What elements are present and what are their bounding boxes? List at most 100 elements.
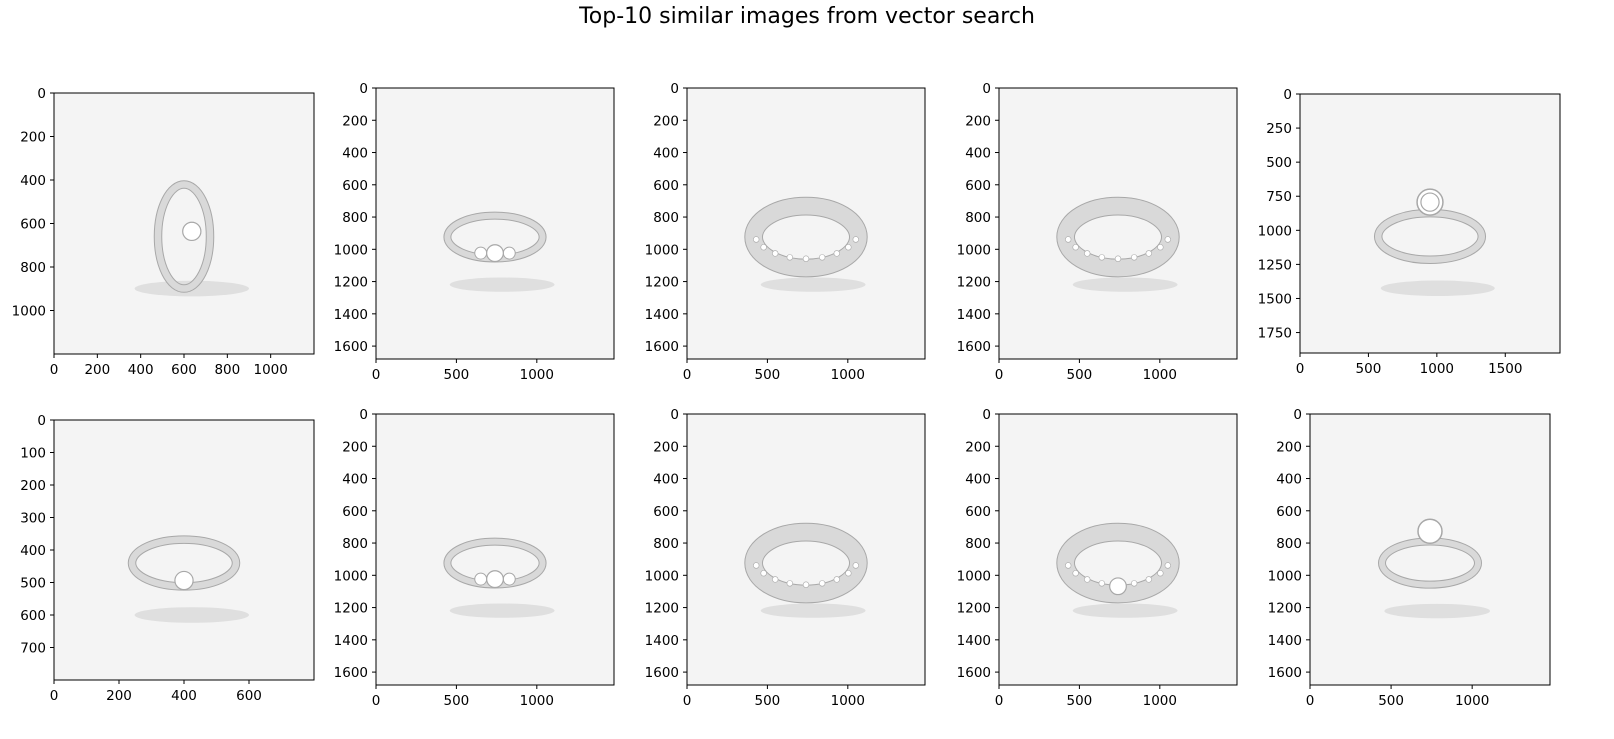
y-tick-label: 0 (359, 407, 368, 423)
x-tick-label: 500 (1356, 361, 1382, 377)
x-tick-label: 800 (214, 362, 240, 378)
y-tick-label: 1600 (645, 339, 679, 355)
pave-stone (819, 254, 825, 260)
center-stone (487, 245, 504, 262)
pave-stone (803, 582, 809, 588)
image-panel-10: 0 500 1000 0 200 400 600 800 1000 1200 1400 1600 (1268, 407, 1550, 709)
y-tick-label: 200 (653, 439, 679, 455)
y-tick-label: 400 (342, 472, 368, 488)
pave-stone (1065, 237, 1071, 243)
image-area (999, 88, 1237, 359)
x-tick-label: 500 (1378, 693, 1404, 709)
center-stone (1110, 578, 1127, 595)
y-tick-label: 0 (982, 81, 991, 97)
y-tick-label: 1400 (957, 633, 991, 649)
x-tick-label: 1000 (831, 367, 865, 383)
image-area (999, 414, 1237, 685)
pave-stone (753, 237, 759, 243)
x-tick-label: 500 (1067, 693, 1093, 709)
image-area (376, 414, 614, 685)
x-tick-label: 500 (444, 693, 470, 709)
center-stone (183, 222, 201, 240)
x-tick-label: 200 (84, 362, 110, 378)
y-tick-label: 1000 (1258, 223, 1292, 239)
pave-stone (853, 237, 859, 243)
side-stone (503, 247, 515, 259)
y-tick-label: 1400 (334, 633, 368, 649)
y-tick-label: 1000 (957, 568, 991, 584)
x-tick-label: 0 (50, 362, 59, 378)
pave-stone (1115, 256, 1121, 262)
side-stone (475, 247, 487, 259)
image-panel-4: 0 500 1000 0 200 400 600 800 1000 1200 1400 1600 (957, 81, 1237, 383)
pave-stone (753, 563, 759, 569)
y-tick-label: 600 (653, 178, 679, 194)
x-tick-label: 1000 (831, 693, 865, 709)
y-tick-label: 1600 (957, 665, 991, 681)
x-tick-label: 0 (372, 693, 381, 709)
pave-stone (1084, 251, 1090, 257)
y-tick-label: 400 (20, 543, 46, 559)
x-tick-label: 400 (128, 362, 154, 378)
x-tick-label: 0 (995, 693, 1004, 709)
y-tick-label: 600 (20, 608, 46, 624)
x-tick-label: 1500 (1488, 361, 1522, 377)
x-tick-label: 1000 (1455, 693, 1489, 709)
x-tick-label: 1000 (253, 362, 287, 378)
x-tick-label: 500 (755, 367, 781, 383)
image-area (54, 93, 314, 354)
y-tick-label: 200 (342, 113, 368, 129)
y-tick-label: 0 (670, 407, 679, 423)
ring-shadow (761, 278, 866, 292)
y-tick-label: 600 (965, 504, 991, 520)
y-tick-label: 0 (37, 413, 46, 429)
pave-stone (819, 580, 825, 586)
y-tick-label: 1600 (334, 339, 368, 355)
ring-shadow (450, 604, 555, 618)
pave-stone (1146, 251, 1152, 257)
image-area (687, 88, 925, 359)
image-panel-9: 0 500 1000 0 200 400 600 800 1000 1200 1400 1600 (957, 407, 1237, 709)
y-tick-label: 1200 (334, 601, 368, 617)
pave-stone (787, 254, 793, 260)
y-tick-label: 500 (20, 576, 46, 592)
x-tick-label: 1000 (1143, 367, 1177, 383)
pave-stone (1099, 254, 1105, 260)
y-tick-label: 600 (342, 178, 368, 194)
image-panel-1: 0 200 400 600 800 1000 0 200 400 600 800 1000 (12, 86, 314, 378)
pave-stone (1131, 254, 1137, 260)
y-tick-label: 200 (342, 439, 368, 455)
image-area (376, 88, 614, 359)
y-tick-label: 1000 (334, 568, 368, 584)
y-tick-label: 800 (20, 260, 46, 276)
x-tick-label: 600 (171, 362, 197, 378)
y-tick-label: 1200 (334, 275, 368, 291)
center-stone (487, 571, 504, 588)
center-stone (175, 571, 193, 589)
y-tick-label: 1000 (645, 568, 679, 584)
image-area (687, 414, 925, 685)
y-tick-label: 800 (965, 210, 991, 226)
x-tick-label: 0 (372, 367, 381, 383)
x-tick-label: 1000 (520, 693, 554, 709)
y-tick-label: 1400 (1268, 633, 1302, 649)
x-tick-label: 500 (444, 367, 470, 383)
pave-stone (1084, 577, 1090, 583)
pave-stone (761, 244, 767, 250)
pave-stone (787, 580, 793, 586)
y-tick-label: 1750 (1258, 326, 1292, 342)
y-tick-label: 1200 (645, 601, 679, 617)
ring-shadow (761, 604, 866, 618)
y-tick-label: 1200 (957, 601, 991, 617)
y-tick-label: 0 (982, 407, 991, 423)
y-tick-label: 200 (653, 113, 679, 129)
image-panel-2: 0 500 100002004006008001000120014001600 (334, 81, 614, 383)
x-tick-label: 500 (1067, 367, 1093, 383)
y-tick-label: 200 (20, 130, 46, 146)
x-tick-label: 200 (106, 688, 132, 704)
image-panel-5: 0 500 1000 1500 0 250 500 750 1000 1250 1500 1750 (1258, 87, 1560, 377)
pave-stone (1065, 563, 1071, 569)
y-tick-label: 1400 (334, 307, 368, 323)
y-tick-label: 1000 (645, 242, 679, 258)
